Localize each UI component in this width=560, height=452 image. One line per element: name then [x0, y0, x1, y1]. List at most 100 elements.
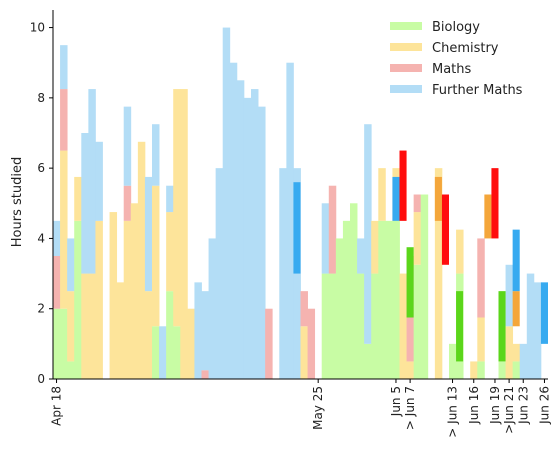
highlight-further-maths-day-65 — [513, 230, 520, 292]
bar-further-maths-day-22 — [209, 238, 216, 379]
bar-biology-day-43 — [357, 274, 364, 379]
bar-further-maths-day-38 — [322, 203, 329, 273]
bar-biology-day-0 — [53, 309, 60, 379]
bar-chemistry-day-10 — [124, 221, 131, 379]
bar-further-maths-day-21 — [202, 291, 209, 370]
legend-swatch-biology — [390, 22, 422, 30]
y-axis-title: Hours studied — [10, 157, 25, 247]
legend-label-further-maths: Further Maths — [432, 83, 523, 98]
x-tick-label-jun-19: Jun 19 — [488, 386, 502, 425]
bar-chemistry-day-50 — [407, 361, 414, 379]
bar-chemistry-day-16 — [166, 212, 173, 291]
bar-chemistry-day-1 — [60, 151, 67, 309]
bar-biology-day-52 — [421, 195, 428, 380]
bar-maths-day-1 — [60, 89, 67, 151]
x-tick-label-jun-16: Jun 16 — [467, 386, 481, 425]
x-tick-label-jun-13: > Jun 13 — [446, 386, 460, 438]
y-tick-label-0: 0 — [37, 372, 45, 386]
bar-biology-day-44 — [364, 344, 371, 379]
bar-further-maths-day-68 — [534, 282, 541, 379]
bar-chemistry-day-3 — [74, 177, 81, 221]
bar-biology-day-46 — [378, 221, 385, 379]
legend-label-biology: Biology — [432, 20, 480, 35]
bar-further-maths-day-0 — [53, 221, 60, 256]
legend-swatch-chemistry — [390, 43, 422, 51]
y-tick-label-6: 6 — [37, 161, 45, 175]
x-tick-label-apr-18: Apr 18 — [50, 386, 64, 426]
highlight-biology-day-63 — [499, 291, 506, 361]
bar-biology-day-40 — [336, 238, 343, 379]
bar-biology-day-38 — [322, 274, 329, 379]
x-tick-label-jun-26: Jun 26 — [537, 386, 551, 425]
bar-chemistry-day-5 — [88, 274, 95, 379]
bar-biology-day-2 — [67, 361, 74, 379]
bar-biology-day-48 — [392, 221, 399, 379]
bar-further-maths-day-27 — [244, 98, 251, 379]
bar-chemistry-day-19 — [187, 309, 194, 379]
bar-chemistry-day-8 — [110, 212, 117, 379]
bar-chemistry-day-59 — [470, 361, 477, 379]
bar-further-maths-day-67 — [527, 274, 534, 379]
legend-swatch-further-maths — [390, 85, 422, 93]
bar-chemistry-day-12 — [138, 142, 145, 379]
bar-further-maths-day-5 — [88, 89, 95, 274]
bar-further-maths-day-1 — [60, 45, 67, 89]
bar-chemistry-day-18 — [180, 89, 187, 379]
bar-biology-day-16 — [166, 291, 173, 379]
bars-layer — [53, 28, 548, 379]
bar-further-maths-day-24 — [223, 28, 230, 379]
bar-maths-day-51 — [414, 195, 421, 213]
x-tick-label-jun-5: Jun 5 — [389, 386, 403, 417]
bar-chemistry-day-60 — [477, 318, 484, 362]
y-tick-label-4: 4 — [37, 231, 45, 245]
bar-chemistry-day-4 — [81, 274, 88, 379]
bar-further-maths-day-23 — [216, 168, 223, 379]
bar-further-maths-day-29 — [258, 107, 265, 379]
highlight-biology-day-57 — [456, 291, 463, 361]
bar-further-maths-day-26 — [237, 80, 244, 379]
highlight-further-maths-day-48 — [392, 177, 399, 221]
bar-further-maths-day-28 — [251, 89, 258, 379]
x-tick-label-may-25: May 25 — [311, 386, 325, 430]
highlight-biology-day-50 — [407, 247, 414, 317]
bar-further-maths-day-44 — [364, 124, 371, 344]
highlight-maths-day-62 — [491, 168, 498, 238]
bar-biology-day-17 — [173, 326, 180, 379]
bar-further-maths-day-15 — [159, 326, 166, 379]
bar-chemistry-day-9 — [117, 282, 124, 379]
bar-further-maths-day-64 — [506, 265, 513, 327]
bar-further-maths-day-16 — [166, 186, 173, 212]
x-tick-label-jun-7: > Jun 7 — [403, 386, 417, 430]
bar-further-maths-day-14 — [152, 124, 159, 185]
bar-further-maths-day-33 — [286, 63, 293, 379]
highlight-chemistry-day-54 — [435, 177, 442, 221]
bar-biology-day-47 — [385, 221, 392, 379]
bar-maths-day-30 — [265, 309, 272, 379]
y-tick-label-10: 10 — [30, 21, 45, 35]
y-tick-label-8: 8 — [37, 91, 45, 105]
bar-biology-day-51 — [414, 265, 421, 379]
bar-chemistry-day-46 — [378, 168, 385, 221]
bar-biology-day-39 — [329, 274, 336, 379]
bar-chemistry-day-13 — [145, 291, 152, 379]
bar-chemistry-day-11 — [131, 203, 138, 379]
bar-further-maths-day-13 — [145, 177, 152, 291]
bar-further-maths-day-32 — [279, 168, 286, 379]
bar-chemistry-day-51 — [414, 212, 421, 265]
bar-maths-day-21 — [202, 370, 209, 379]
highlight-chemistry-day-65 — [513, 291, 520, 326]
bar-biology-day-42 — [350, 203, 357, 379]
bar-biology-day-14 — [152, 326, 159, 379]
x-tick-label-jun-23: Jun 23 — [516, 386, 530, 425]
bar-further-maths-day-10 — [124, 107, 131, 186]
legend: BiologyChemistryMathsFurther Maths — [390, 20, 523, 98]
bar-biology-day-1 — [60, 309, 67, 379]
x-tick-label-jun-21: >Jun 21 — [502, 386, 516, 434]
highlight-maths-day-55 — [442, 195, 449, 265]
bar-maths-day-39 — [329, 186, 336, 274]
highlight-further-maths-day-34 — [293, 182, 300, 273]
bar-biology-day-56 — [449, 344, 456, 379]
bar-maths-day-35 — [301, 291, 308, 326]
highlight-maths-day-49 — [400, 151, 407, 221]
